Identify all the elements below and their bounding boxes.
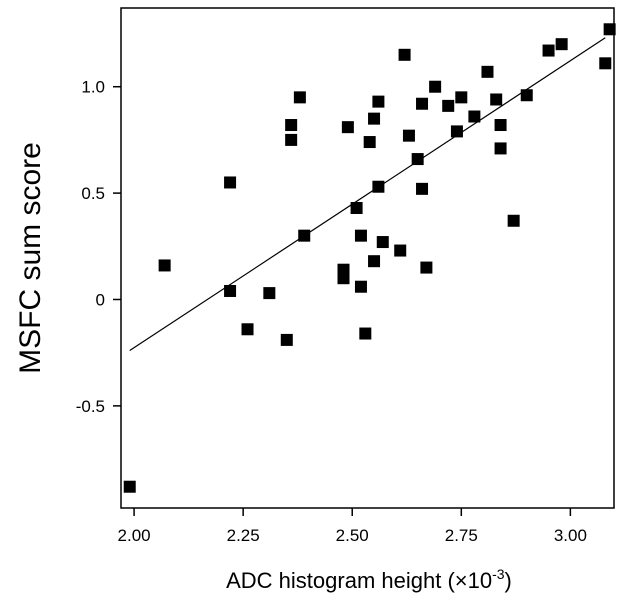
data-point: [280, 333, 293, 346]
data-point: [599, 57, 612, 70]
y-tick-label: 0.5: [81, 184, 105, 203]
data-point: [490, 93, 503, 106]
data-point: [420, 261, 433, 274]
x-axis-title-suffix: ): [505, 568, 512, 593]
y-axis-ticks: 1.0 0.5 0 -0.5: [76, 78, 121, 416]
data-point: [372, 180, 385, 193]
data-point: [555, 38, 568, 51]
data-point: [224, 176, 237, 189]
data-point: [520, 89, 533, 102]
data-point: [285, 119, 298, 132]
data-point: [372, 95, 385, 108]
data-point: [298, 229, 311, 242]
data-point: [542, 44, 555, 57]
data-point: [354, 229, 367, 242]
data-point: [354, 280, 367, 293]
x-tick-label: 2.75: [445, 526, 478, 545]
data-point: [450, 125, 463, 138]
data-point: [416, 97, 429, 110]
data-point: [293, 91, 306, 104]
data-point: [603, 23, 616, 36]
points-layer: [123, 23, 616, 493]
data-point: [411, 153, 424, 166]
data-point: [158, 259, 171, 272]
fit-line-layer: [129, 37, 606, 352]
data-point: [494, 119, 507, 132]
x-tick-label: 3.00: [554, 526, 587, 545]
data-point: [455, 91, 468, 104]
data-point: [481, 65, 494, 78]
x-tick-label: 2.25: [227, 526, 260, 545]
data-point: [376, 236, 389, 249]
data-point: [359, 327, 372, 340]
data-point: [416, 182, 429, 195]
data-point: [363, 136, 376, 149]
data-point: [368, 255, 381, 268]
data-point: [341, 121, 354, 134]
data-point: [368, 112, 381, 125]
y-tick-label: -0.5: [76, 397, 105, 416]
data-point: [224, 284, 237, 297]
data-point: [394, 244, 407, 257]
x-tick-label: 2.00: [118, 526, 151, 545]
data-point: [241, 323, 254, 336]
data-point: [494, 142, 507, 155]
y-axis-title: MSFC sum score: [14, 142, 47, 374]
data-point: [263, 287, 276, 300]
data-point: [123, 480, 136, 493]
data-point: [442, 99, 455, 112]
x-axis-ticks: 2.00 2.25 2.50 2.75 3.00: [118, 508, 587, 545]
x-axis-title-superscript: -3: [492, 566, 505, 582]
data-point: [402, 129, 415, 142]
data-point: [507, 214, 520, 227]
plot-frame: [120, 7, 615, 509]
data-point: [429, 80, 442, 93]
x-axis-title-main: ADC histogram height (×10: [226, 568, 492, 593]
y-tick-label: 0: [96, 290, 105, 309]
data-point: [468, 110, 481, 123]
x-axis-title: ADC histogram height (×10-3): [226, 566, 512, 593]
y-tick-label: 1.0: [81, 78, 105, 97]
x-tick-label: 2.50: [336, 526, 369, 545]
data-point: [337, 272, 350, 285]
regression-line: [129, 37, 606, 352]
data-point: [398, 48, 411, 61]
data-point: [285, 133, 298, 146]
data-point: [350, 202, 363, 214]
